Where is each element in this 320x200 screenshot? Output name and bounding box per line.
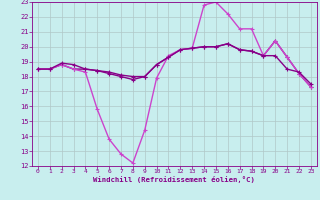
X-axis label: Windchill (Refroidissement éolien,°C): Windchill (Refroidissement éolien,°C) [93,176,255,183]
